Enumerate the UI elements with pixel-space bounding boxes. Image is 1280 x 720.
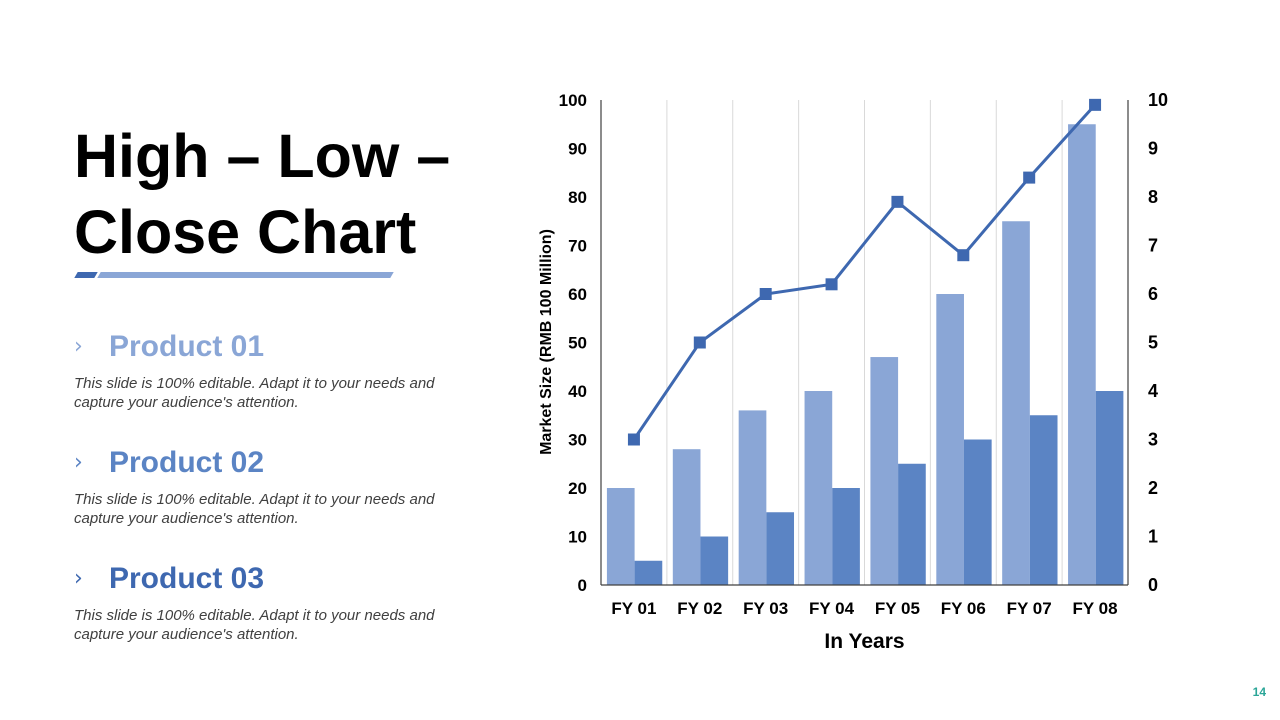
x-axis-title: In Years	[824, 630, 904, 653]
product-description: This slide is 100% editable. Adapt it to…	[74, 375, 435, 411]
chart-labels: In Years Market Size (RMB 100 Million) 0…	[538, 90, 1168, 653]
close-point-fy-05	[891, 195, 904, 208]
y-tick-label: 80	[568, 188, 587, 207]
bar-low-fy-07	[1029, 415, 1058, 585]
bar-low-fy-03	[766, 512, 795, 585]
bar-high-fy-06	[936, 294, 964, 585]
chart-gridlines	[666, 100, 1063, 585]
product-item-01: › Product 01 This slide is 100% editable…	[74, 329, 474, 412]
product-description: This slide is 100% editable. Adapt it to…	[74, 607, 435, 643]
bar-low-fy-05	[898, 463, 926, 585]
chart-bars	[606, 124, 1124, 585]
y2-tick-label: 8	[1148, 187, 1158, 207]
x-tick-label: FY 05	[875, 599, 920, 618]
bar-high-fy-05	[870, 357, 899, 585]
y-tick-label: 10	[568, 528, 587, 547]
product-name: Product 03	[109, 562, 265, 595]
y-tick-label: 40	[568, 382, 587, 401]
y-tick-label: 70	[568, 237, 587, 256]
x-tick-label: FY 03	[743, 599, 788, 618]
bar-low-fy-01	[634, 560, 663, 585]
y2-tick-label: 10	[1148, 90, 1168, 110]
y-tick-label: 60	[568, 285, 587, 304]
x-tick-label: FY 02	[677, 599, 722, 618]
product-item-02: › Product 02 This slide is 100% editable…	[74, 445, 474, 528]
bar-high-fy-04	[804, 391, 833, 585]
y-tick-label: 50	[568, 334, 587, 353]
close-series-line	[632, 103, 1097, 441]
x-tick-label: FY 06	[941, 599, 986, 618]
chevron-right-icon: ›	[74, 450, 83, 475]
y-axis-title: Market Size (RMB 100 Million)	[538, 229, 555, 455]
x-tick-label: FY 08	[1073, 599, 1118, 618]
product-description: This slide is 100% editable. Adapt it to…	[74, 491, 435, 527]
close-point-fy-04	[825, 278, 838, 291]
y2-tick-label: 6	[1148, 284, 1158, 304]
y2-tick-label: 4	[1148, 381, 1158, 401]
slide-title-line-2: Close Chart	[74, 198, 417, 266]
x-tick-label: FY 01	[611, 599, 656, 618]
bar-high-fy-03	[738, 410, 767, 585]
y2-tick-label: 1	[1148, 527, 1158, 547]
chevron-right-icon: ›	[74, 334, 83, 359]
slide-title-line-1: High – Low –	[74, 122, 451, 190]
close-point-fy-06	[957, 249, 970, 262]
product-name: Product 02	[109, 446, 265, 479]
y2-tick-label: 3	[1148, 430, 1158, 450]
y-tick-label: 20	[568, 479, 587, 498]
close-point-fy-07	[1023, 171, 1036, 184]
bar-high-fy-02	[672, 449, 701, 585]
bar-high-fy-07	[1002, 221, 1030, 585]
x-tick-label: FY 07	[1007, 599, 1052, 618]
bar-low-fy-02	[700, 536, 729, 585]
page-number: 14	[1252, 685, 1266, 699]
chart-axes	[600, 100, 1129, 586]
y-tick-label: 90	[568, 140, 587, 159]
bar-high-fy-08	[1068, 124, 1096, 585]
y-tick-label: 0	[578, 576, 587, 595]
product-item-03: › Product 03 This slide is 100% editable…	[74, 561, 474, 644]
bar-high-fy-01	[606, 488, 635, 585]
y2-tick-label: 9	[1148, 139, 1158, 159]
y-tick-label: 30	[568, 431, 587, 450]
x-tick-label: FY 04	[809, 599, 855, 618]
close-point-fy-01	[627, 433, 640, 446]
y-tick-label: 100	[559, 91, 587, 110]
bar-low-fy-04	[832, 488, 860, 585]
close-point-fy-08	[1089, 98, 1102, 111]
product-name: Product 01	[109, 330, 265, 363]
slide-title: High – Low – Close Chart	[74, 118, 514, 270]
chevron-right-icon: ›	[74, 566, 83, 591]
close-point-fy-03	[759, 288, 772, 300]
y2-tick-label: 2	[1148, 478, 1158, 498]
y2-tick-label: 0	[1148, 575, 1158, 595]
chart-close-line	[627, 98, 1102, 446]
y2-tick-label: 7	[1148, 236, 1158, 256]
bar-low-fy-06	[963, 439, 992, 585]
bar-low-fy-08	[1095, 391, 1124, 585]
y2-tick-label: 5	[1148, 333, 1158, 353]
close-point-fy-02	[693, 336, 706, 349]
